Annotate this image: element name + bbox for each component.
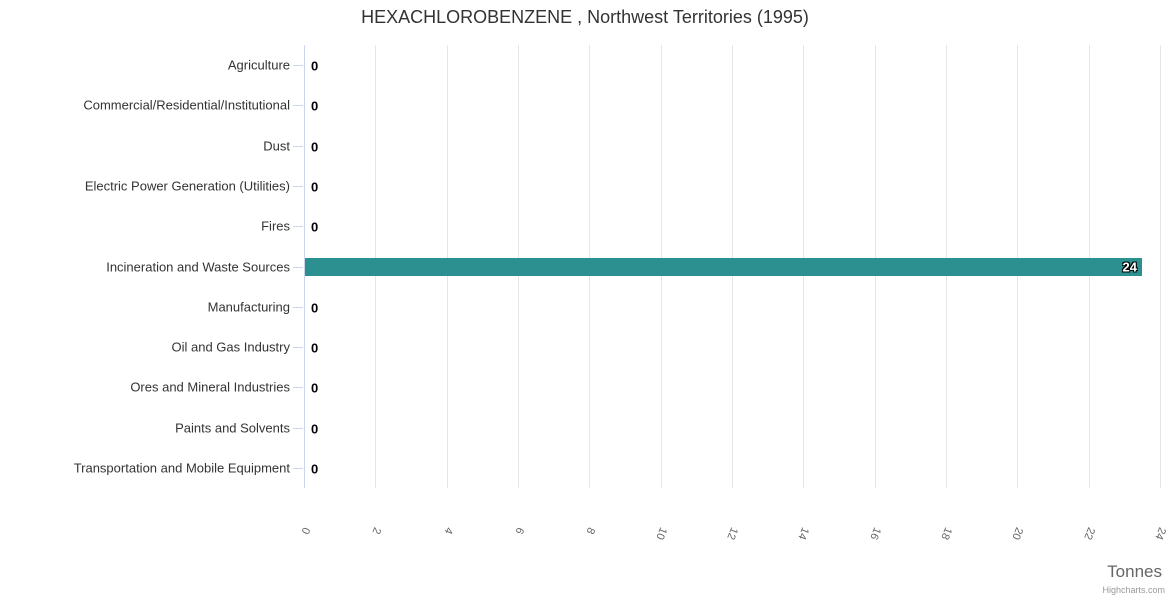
category-label: Incineration and Waste Sources xyxy=(106,259,290,274)
gridline xyxy=(1160,45,1161,488)
data-label: 0 xyxy=(311,98,319,114)
x-tick-label: 8 xyxy=(583,525,598,536)
x-tick-label: 2 xyxy=(369,525,384,536)
category-tick-mark xyxy=(293,468,303,469)
y-axis-line xyxy=(304,45,305,488)
category-label: Agriculture xyxy=(227,57,290,73)
x-tick-label: 20 xyxy=(1009,525,1026,542)
x-tick-label: 12 xyxy=(724,525,740,542)
x-tick-label: 22 xyxy=(1080,525,1097,542)
category-label: Paints and Solvents xyxy=(175,420,290,436)
data-label: 0 xyxy=(311,340,319,356)
data-label: 0 xyxy=(311,58,319,74)
x-tick-label: 6 xyxy=(512,525,526,536)
x-tick-label: 4 xyxy=(441,525,455,536)
category-tick-mark xyxy=(293,428,303,429)
data-label: 0 xyxy=(311,219,319,235)
x-tick-label: 16 xyxy=(866,525,883,542)
x-tick-label: 10 xyxy=(652,525,669,542)
data-label: 0 xyxy=(311,300,319,316)
x-axis-title: Tonnes xyxy=(1107,562,1162,581)
category-label: Dust xyxy=(263,138,290,154)
data-label: 0 xyxy=(311,421,319,437)
category-label: Electric Power Generation (Utilities) xyxy=(84,178,290,194)
category-tick-mark xyxy=(293,105,303,106)
x-tick-label: 18 xyxy=(938,525,954,542)
category-tick-mark xyxy=(293,226,303,227)
category-label: Fires xyxy=(261,218,290,234)
bar-incineration-and-waste-sources[interactable]: 24 xyxy=(305,258,1142,276)
category-tick-mark xyxy=(293,307,303,308)
chart-title: HEXACHLOROBENZENE , Northwest Territorie… xyxy=(361,7,809,27)
category-label: Transportation and Mobile Equipment xyxy=(73,460,290,476)
category-label: Ores and Mineral Industries xyxy=(130,379,290,395)
category-label: Manufacturing xyxy=(207,299,290,315)
data-label: 0 xyxy=(311,461,319,477)
credits-link[interactable]: Highcharts.com xyxy=(1102,585,1165,595)
data-label: 0 xyxy=(311,139,319,155)
x-tick-label: 24 xyxy=(1152,525,1168,542)
category-tick-mark xyxy=(293,347,303,348)
category-tick-mark xyxy=(293,146,303,147)
data-label: 24 xyxy=(1122,259,1137,275)
data-label: 0 xyxy=(311,380,319,396)
x-tick-label: 0 xyxy=(298,525,312,536)
category-tick-mark xyxy=(293,267,303,268)
category-tick-mark xyxy=(293,186,303,187)
category-tick-mark xyxy=(293,387,303,388)
category-label: Commercial/Residential/Institutional xyxy=(83,97,290,113)
category-label: Oil and Gas Industry xyxy=(171,339,291,355)
data-label: 0 xyxy=(311,179,319,195)
category-tick-mark xyxy=(293,65,303,66)
x-tick-label: 14 xyxy=(795,525,812,542)
